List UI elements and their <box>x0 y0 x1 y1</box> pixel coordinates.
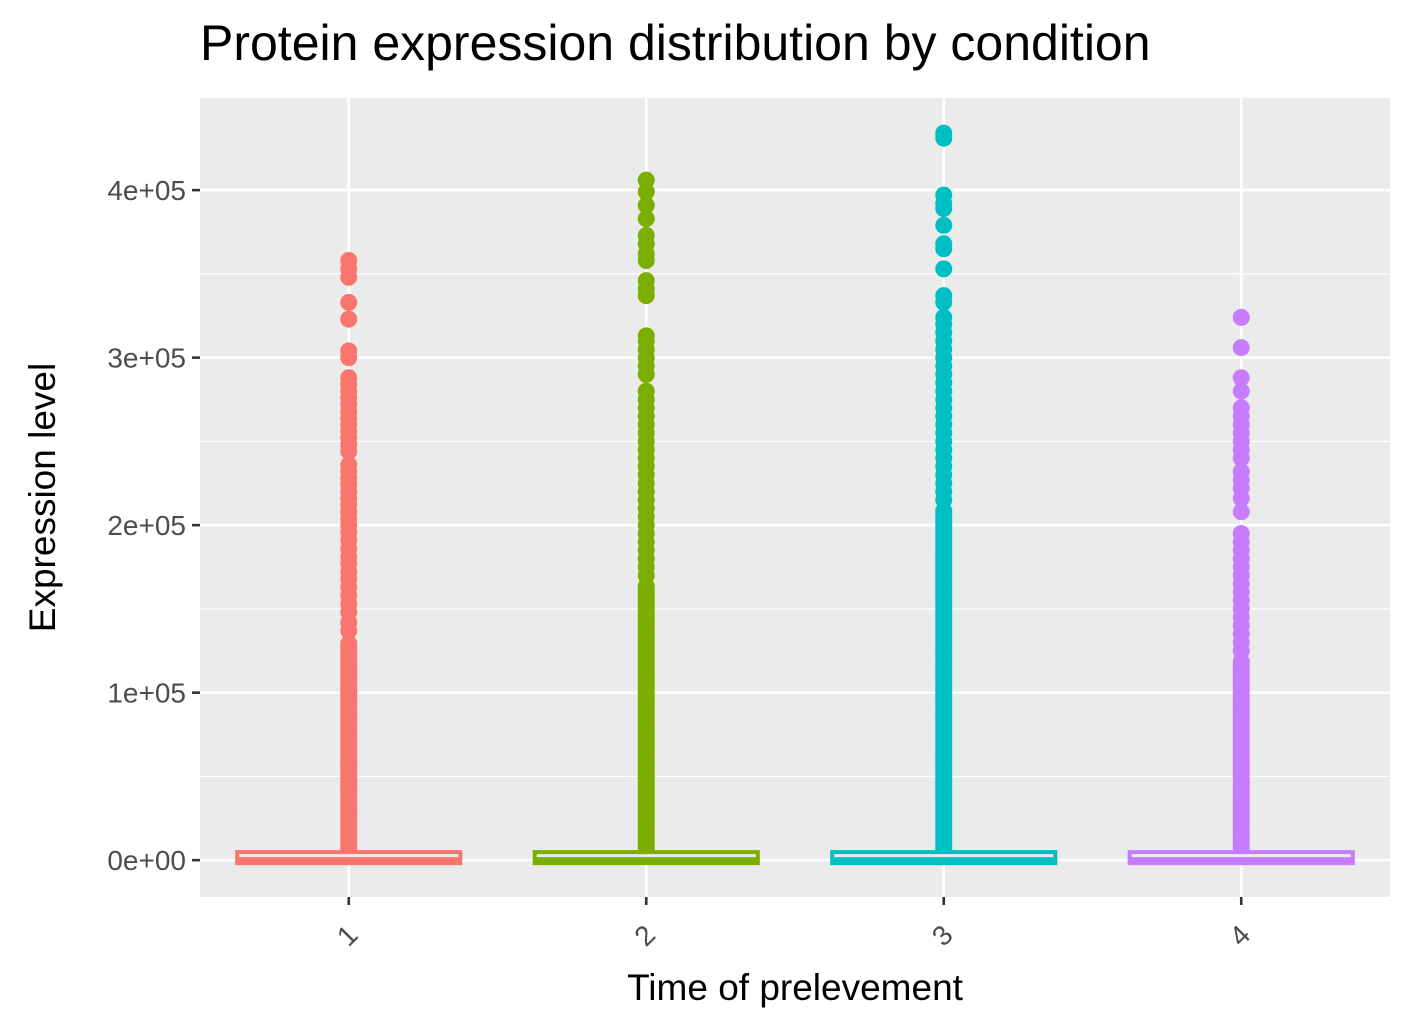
outlier-point <box>340 634 358 652</box>
outlier-point <box>1232 399 1250 417</box>
outlier-point <box>935 235 953 253</box>
boxplot-series <box>235 124 1355 866</box>
outlier-point <box>935 260 953 278</box>
outlier-point <box>935 287 953 305</box>
boxplot-1 <box>235 251 463 866</box>
outlier-point <box>637 210 655 228</box>
outlier-point <box>1232 463 1250 481</box>
y-tick-label: 1e+05 <box>107 678 186 709</box>
outlier-point <box>340 293 358 311</box>
outlier-point <box>637 171 655 189</box>
outlier-point <box>340 369 358 387</box>
minor-gridlines <box>200 273 1390 778</box>
boxplot-2 <box>532 171 760 866</box>
y-tick-label: 3e+05 <box>107 343 186 374</box>
x-tick-label: 3 <box>926 919 959 952</box>
outlier-point <box>637 226 655 244</box>
y-tick-label: 0e+00 <box>107 845 186 876</box>
y-axis: 0e+00 1e+05 2e+05 3e+05 4e+05 <box>107 175 200 876</box>
x-tick-label: 4 <box>1223 919 1256 952</box>
outlier-point <box>1232 525 1250 543</box>
outlier-point <box>637 382 655 400</box>
x-axis-title: Time of prelevement <box>627 967 964 1008</box>
y-axis-title: Expression level <box>22 363 63 632</box>
outlier-point <box>935 124 953 142</box>
outlier-point <box>1232 339 1250 357</box>
y-tick-label: 2e+05 <box>107 510 186 541</box>
x-axis: 1 2 3 4 <box>331 897 1256 952</box>
boxplot-4 <box>1127 308 1355 866</box>
outlier-point <box>1232 503 1250 521</box>
outlier-point <box>637 272 655 290</box>
outlier-point <box>1232 369 1250 387</box>
outlier-point <box>935 216 953 234</box>
outlier-point <box>637 196 655 214</box>
x-tick-label: 2 <box>628 919 661 952</box>
outlier-point <box>340 456 358 474</box>
chart-title: Protein expression distribution by condi… <box>200 15 1151 71</box>
outlier-point <box>935 308 953 326</box>
plot-panel <box>200 98 1390 897</box>
boxplot-3 <box>830 124 1058 866</box>
outlier-point <box>340 251 358 269</box>
outlier-point <box>637 183 655 201</box>
y-tick-label: 4e+05 <box>107 175 186 206</box>
outlier-point <box>637 327 655 345</box>
outlier-point <box>1232 308 1250 326</box>
outlier-point <box>340 310 358 328</box>
x-tick-label: 1 <box>331 919 364 952</box>
outlier-point <box>935 186 953 204</box>
outlier-point <box>340 342 358 360</box>
outlier-point <box>1232 382 1250 400</box>
